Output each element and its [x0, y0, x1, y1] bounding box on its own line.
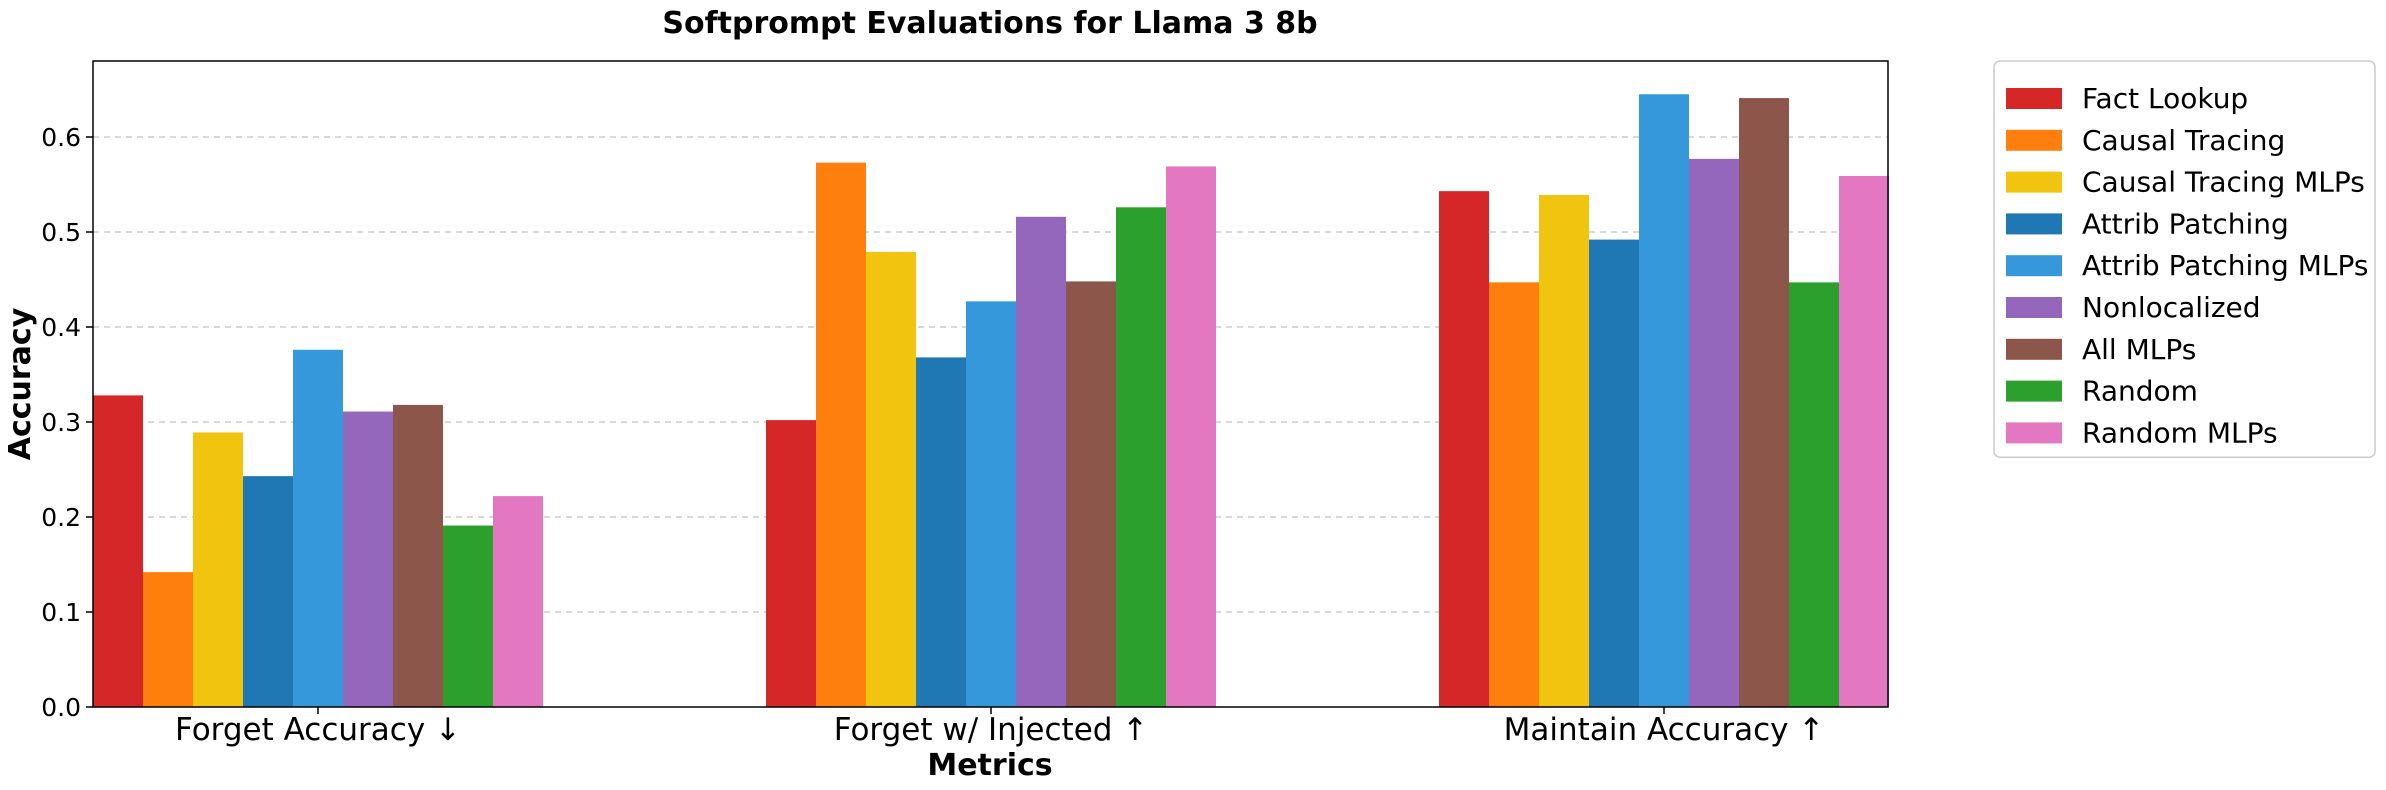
legend-entry: Random MLPs: [2082, 416, 2278, 449]
legend-swatch: [2006, 129, 2062, 151]
bar-random-1: [1116, 207, 1166, 708]
bar-random-mlps-1: [1166, 166, 1216, 707]
bar-all-mlps-1: [1066, 281, 1116, 707]
bar-random-mlps-0: [493, 496, 543, 707]
y-tick-label: 0.6: [41, 123, 81, 152]
x-tick-label: Maintain Accuracy ↑: [1504, 712, 1825, 748]
legend-swatch: [2006, 338, 2062, 360]
legend-entry: Causal Tracing MLPs: [2082, 166, 2365, 199]
bar-fact-lookup-1: [766, 420, 816, 707]
legend-entry: Fact Lookup: [2082, 82, 2248, 115]
x-tick-label: Forget Accuracy ↓: [175, 712, 461, 748]
bar-all-mlps-2: [1739, 98, 1789, 708]
x-axis-ticks: Forget Accuracy ↓ Forget w/ Injected ↑ Mai…: [175, 707, 1824, 748]
bar-random-2: [1789, 282, 1839, 707]
bar-random-0: [443, 525, 493, 707]
bar-causal-tracing-mlps-0: [193, 432, 243, 707]
y-axis-ticks: 0.0 0.1 0.2 0.3 0.4 0.5 0.6: [41, 123, 93, 722]
legend-swatch: [2006, 88, 2062, 109]
legend-entry: Causal Tracing: [2082, 124, 2285, 157]
legend-swatch: [2006, 213, 2062, 235]
legend-swatch: [2006, 171, 2062, 193]
chart-title: Softprompt Evaluations for Llama 3 8b: [662, 6, 1317, 41]
bar-attrib-patching-0: [243, 476, 293, 707]
legend-entry: All MLPs: [2082, 333, 2196, 366]
legend-entry: Nonlocalized: [2082, 291, 2261, 324]
bar-fact-lookup-0: [93, 395, 143, 707]
bar-fact-lookup-2: [1439, 191, 1489, 707]
bar-attrib-patching-mlps-2: [1639, 94, 1689, 707]
bar-attrib-patching-mlps-0: [293, 349, 343, 707]
bar-causal-tracing-mlps-2: [1539, 194, 1589, 707]
legend-entry: Attrib Patching MLPs: [2082, 249, 2368, 282]
x-axis-label: Metrics: [927, 748, 1052, 783]
bar-causal-tracing-mlps-1: [866, 251, 916, 707]
y-tick-label: 0.5: [41, 218, 81, 247]
bar-nonlocalized-1: [1016, 216, 1066, 708]
bar-causal-tracing-0: [143, 572, 193, 707]
legend-swatch: [2006, 422, 2062, 444]
bar-attrib-patching-2: [1589, 239, 1639, 707]
y-tick-label: 0.3: [41, 408, 81, 437]
y-tick-label: 0.1: [41, 598, 81, 627]
bar-nonlocalized-0: [343, 411, 393, 707]
y-tick-label: 0.0: [41, 693, 81, 722]
legend-entry: Random: [2082, 375, 2198, 408]
legend-entry: Attrib Patching: [2082, 207, 2289, 240]
legend-swatch: [2006, 380, 2062, 402]
legend-frame: [1993, 60, 2376, 458]
bar-causal-tracing-2: [1489, 282, 1539, 707]
bar-attrib-patching-mlps-1: [966, 301, 1016, 707]
bar-random-mlps-2: [1839, 175, 1889, 707]
legend-swatch: [2006, 297, 2062, 318]
legend-swatch: [2006, 255, 2062, 277]
y-tick-label: 0.2: [41, 503, 81, 532]
bar-attrib-patching-1: [916, 357, 966, 707]
bar-all-mlps-0: [393, 404, 443, 707]
y-axis-label: Accuracy: [3, 307, 38, 460]
bar-causal-tracing-1: [816, 162, 866, 707]
y-tick-label: 0.4: [41, 313, 81, 342]
x-tick-label: Forget w/ Injected ↑: [834, 712, 1149, 748]
legend: Fact Lookup Causal Tracing Causal Tracing …: [1993, 60, 2376, 458]
bars: [93, 94, 1889, 708]
bar-nonlocalized-2: [1689, 158, 1739, 708]
